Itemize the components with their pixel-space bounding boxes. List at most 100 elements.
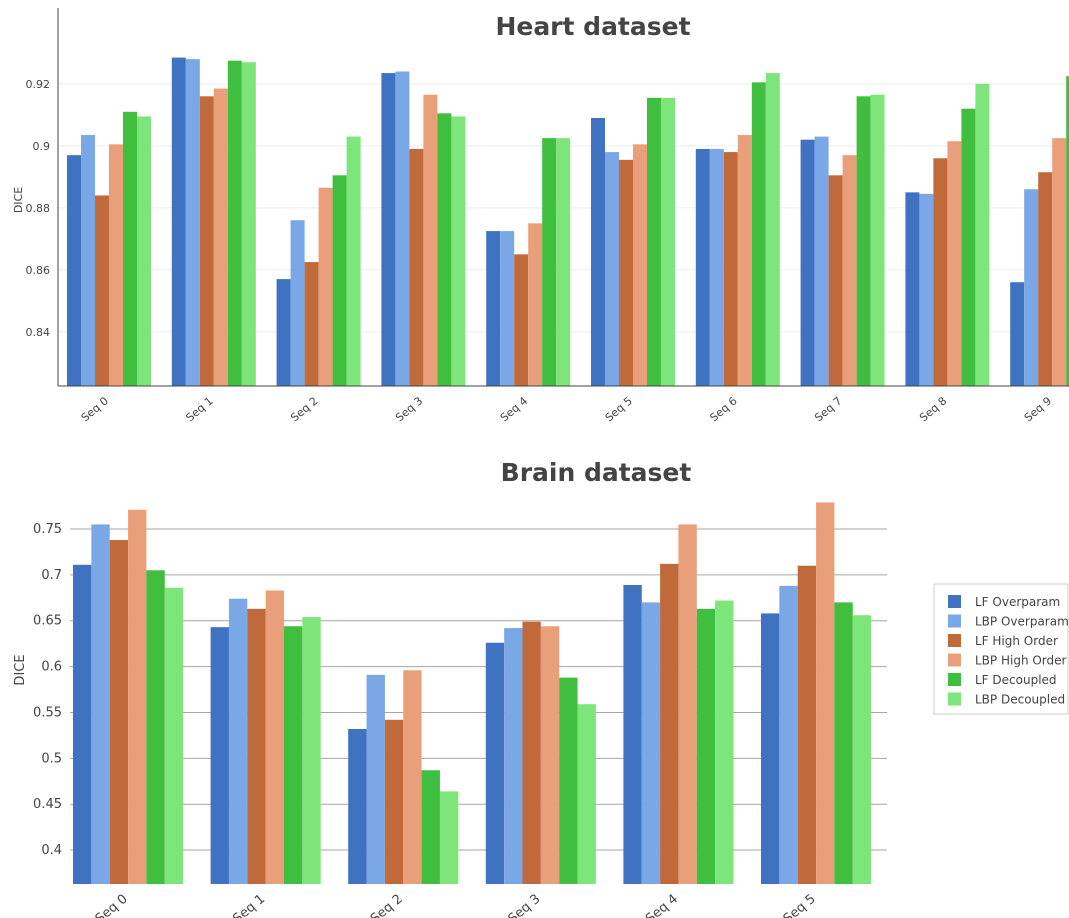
brain-bar-lf-high-order-seq-0 [109, 540, 129, 884]
heart-bar-lf-high-order-seq-0 [95, 195, 109, 386]
brain-bar-lf-overparam-seq-0 [73, 564, 92, 884]
brain-bar-lf-overparam-seq-3 [485, 642, 505, 884]
heart-bar-lbp-overparam-seq-7 [814, 136, 829, 386]
brain-bar-lf-decoupled-seq-1 [284, 626, 303, 884]
brain-bar-lbp-high-order-seq-4 [678, 524, 697, 884]
heart-bar-lbp-decoupled-seq-3 [451, 116, 466, 386]
heart-x-tick-label: Seq 5 [603, 394, 635, 424]
brain-bar-lf-high-order-seq-5 [797, 565, 817, 884]
heart-bar-lbp-overparam-seq-3 [395, 71, 410, 387]
heart-bar-lf-high-order-seq-7 [828, 175, 843, 386]
brain-bars [73, 502, 872, 884]
brain-y-tick-label: 0.55 [33, 705, 62, 720]
brain-x-tick-label: Seq 1 [230, 892, 268, 918]
brain-bar-lbp-decoupled-seq-3 [577, 704, 596, 884]
heart-bar-lbp-high-order-seq-1 [213, 88, 228, 387]
brain-y-ticks: 0.4 0.45 0.5 0.55 0.6 0.65 0.7 0.75 [33, 522, 62, 858]
brain-bar-lf-decoupled-seq-5 [834, 602, 853, 884]
brain-bar-lbp-high-order-seq-1 [265, 590, 284, 884]
heart-bar-lf-overparam-seq-3 [381, 73, 396, 386]
heart-bar-lbp-decoupled-seq-1 [241, 62, 256, 386]
brain-bar-lf-decoupled-seq-0 [146, 570, 165, 884]
heart-x-tick-label: Seq 1 [183, 394, 215, 424]
heart-x-tick-label: Seq 0 [79, 394, 111, 424]
brain-x-tick-label: Seq 0 [93, 892, 131, 918]
heart-bar-lf-decoupled-seq-1 [227, 60, 242, 387]
heart-bar-lbp-overparam-seq-1 [185, 59, 200, 386]
brain-chart-title: Brain dataset [501, 458, 692, 487]
heart-bar-lbp-high-order-seq-3 [423, 94, 438, 387]
heart-bar-lbp-high-order-seq-2 [318, 187, 333, 386]
heart-bar-lbp-high-order-seq-6 [737, 135, 752, 386]
heart-bar-lbp-overparam-seq-4 [500, 231, 515, 386]
heart-bar-lbp-high-order-seq-7 [842, 155, 857, 386]
heart-y-tick-label: 0.88 [26, 202, 51, 215]
heart-bar-lbp-high-order-seq-8 [947, 141, 962, 386]
heart-y-ticks: 0.84 0.86 0.88 0.9 0.92 [26, 78, 51, 339]
brain-y-tick-label: 0.7 [41, 568, 62, 583]
brain-bar-lf-overparam-seq-1 [210, 627, 229, 884]
brain-bar-lbp-high-order-seq-5 [816, 502, 835, 884]
heart-bar-lf-decoupled-seq-2 [332, 175, 347, 386]
heart-bar-lf-high-order-seq-5 [619, 159, 633, 386]
brain-x-tick-label: Seq 4 [643, 892, 681, 918]
heart-chart: Heart dataset DICE 0.84 0.86 0.88 0.9 0.92 S… [12, 8, 1069, 424]
heart-bar-lf-overparam-seq-0 [67, 155, 81, 386]
heart-bar-lbp-decoupled-seq-6 [765, 73, 780, 386]
heart-chart-title: Heart dataset [495, 12, 690, 41]
legend-swatch-lf-overparam [948, 595, 961, 608]
heart-bar-lf-decoupled-seq-7 [856, 96, 871, 386]
brain-y-tick-label: 0.4 [41, 843, 62, 858]
heart-bar-lbp-decoupled-seq-5 [661, 97, 675, 386]
brain-bar-lbp-overparam-seq-1 [228, 598, 248, 884]
heart-y-tick-label: 0.86 [26, 264, 51, 277]
brain-bar-lf-high-order-seq-3 [522, 621, 541, 884]
brain-gridlines [70, 528, 887, 851]
heart-bar-lbp-overparam-seq-8 [919, 193, 934, 386]
legend-swatch-lf-decoupled [948, 673, 961, 686]
brain-bar-lbp-high-order-seq-2 [403, 670, 422, 884]
legend-swatch-lbp-decoupled [948, 692, 961, 706]
heart-bar-lbp-overparam-seq-2 [290, 220, 305, 386]
heart-bar-lbp-decoupled-seq-2 [346, 136, 361, 386]
heart-bar-lf-high-order-seq-1 [199, 96, 214, 386]
heart-bar-lbp-decoupled-seq-7 [870, 94, 885, 387]
brain-bar-lbp-decoupled-seq-1 [302, 617, 321, 884]
legend-label-lbp-decoupled: LBP Decoupled [975, 693, 1065, 707]
heart-bar-lf-decoupled-seq-4 [542, 138, 557, 386]
heart-x-tick-label: Seq 9 [1022, 394, 1054, 424]
heart-x-ticks: Seq 0 Seq 1 Seq 2 Seq 3 Seq 4 Seq 5 Seq 6 Seq 7… [79, 394, 1054, 424]
legend-swatch-lbp-high-order [948, 653, 961, 667]
brain-bar-lf-overparam-seq-2 [348, 728, 367, 884]
heart-y-tick-label: 0.92 [26, 78, 51, 91]
heart-bar-lf-overparam-seq-7 [800, 139, 815, 386]
heart-bar-lbp-high-order-seq-0 [109, 144, 123, 386]
heart-bars [67, 57, 1069, 387]
heart-x-tick-label: Seq 7 [812, 394, 844, 424]
heart-y-tick-label: 0.9 [33, 140, 51, 153]
heart-bar-lf-decoupled-seq-5 [647, 97, 661, 386]
brain-y-tick-label: 0.6 [41, 660, 62, 675]
heart-bar-lbp-high-order-seq-4 [528, 223, 543, 386]
heart-bar-lf-overparam-seq-9 [1010, 282, 1025, 386]
brain-y-tick-label: 0.65 [33, 614, 62, 629]
brain-bar-lf-high-order-seq-2 [384, 719, 404, 884]
brain-chart: Brain dataset DICE 0.4 0.45 0.5 0.55 0.6 0.65… [13, 458, 887, 918]
brain-bar-lf-overparam-seq-4 [623, 584, 642, 884]
heart-bar-lbp-overparam-seq-9 [1024, 189, 1039, 386]
brain-bar-lf-overparam-seq-5 [761, 613, 780, 884]
brain-y-axis-label: DICE [13, 654, 28, 685]
heart-x-tick-label: Seq 3 [393, 394, 425, 424]
heart-bar-lf-high-order-seq-3 [409, 148, 424, 386]
brain-x-tick-label: Seq 2 [368, 892, 406, 918]
heart-bar-lf-overparam-seq-4 [486, 231, 501, 386]
heart-bar-lf-decoupled-seq-8 [961, 108, 976, 387]
heart-bar-lbp-overparam-seq-0 [81, 135, 95, 386]
heart-bar-lbp-high-order-seq-9 [1052, 138, 1067, 386]
heart-bar-lf-overparam-seq-2 [276, 279, 291, 386]
brain-bar-lbp-decoupled-seq-4 [715, 600, 734, 884]
brain-y-tick-label: 0.75 [33, 522, 62, 537]
brain-y-tick-label: 0.45 [33, 797, 62, 812]
heart-bar-lbp-decoupled-seq-0 [137, 116, 151, 386]
